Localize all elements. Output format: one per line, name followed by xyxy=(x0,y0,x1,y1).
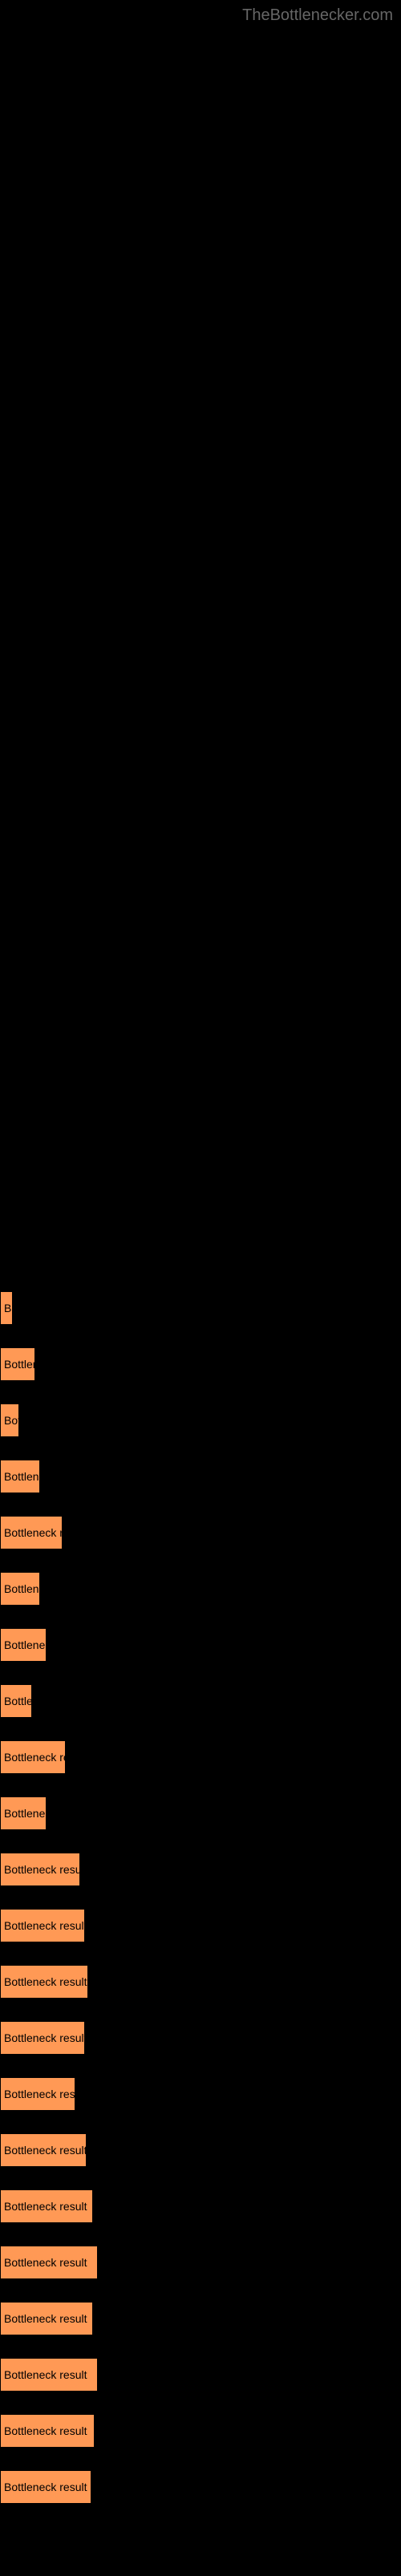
bar-label: Bottlen xyxy=(4,1358,35,1371)
bar: Bottlene xyxy=(0,1460,40,1493)
bar-row: Bottleneck result xyxy=(0,2021,85,2055)
bar-label: Bottleneck result xyxy=(4,2256,87,2269)
bar-row: Bottleneck result xyxy=(0,2189,93,2223)
bar-label: Bottleneck result xyxy=(4,2424,87,2437)
watermark-text: TheBottlenecker.com xyxy=(242,6,393,25)
bar: Bottleneck result xyxy=(0,1909,85,1942)
bar-row: Bottleneck result xyxy=(0,2246,98,2279)
bar: Bottleneck result xyxy=(0,2358,98,2392)
bar: Bottlenec xyxy=(0,1796,47,1830)
bar-label: Bottleneck result xyxy=(4,2144,87,2157)
bar: Bottleneck result xyxy=(0,2133,87,2167)
bar: Bottlenec xyxy=(0,1628,47,1662)
bar-row: Bottleneck resul xyxy=(0,1853,80,1886)
bar-row: Bottleneck result xyxy=(0,2414,95,2448)
bar: Bottleneck result xyxy=(0,1965,88,1999)
bar-row: Bottleneck result xyxy=(0,2358,98,2392)
bar-row: Bottlenec xyxy=(0,1628,47,1662)
bar-label: Bottleneck result xyxy=(4,2312,87,2325)
bar-label: Bottle xyxy=(4,1695,32,1707)
bar: Bottleneck resul xyxy=(0,1853,80,1886)
bar-row: Bottleneck result xyxy=(0,1965,88,1999)
bar-label: Bottlene xyxy=(4,1470,40,1483)
bar: Bottleneck r xyxy=(0,1516,63,1549)
bar-row: Bottleneck resu xyxy=(0,2077,75,2111)
bar-label: Bottleneck resul xyxy=(4,1863,80,1876)
bar-row: Bottlenec xyxy=(0,1796,47,1830)
bar-label: Bot xyxy=(4,1414,19,1427)
bar: Bottleneck result xyxy=(0,2302,93,2335)
bar: Bottleneck re xyxy=(0,1740,66,1774)
bar-label: Bottlenec xyxy=(4,1807,47,1820)
bar-row: Bottleneck result xyxy=(0,2470,91,2504)
bar: Bottleneck result xyxy=(0,2470,91,2504)
bar-row: Bottleneck result xyxy=(0,2133,87,2167)
bar: Bottleneck result xyxy=(0,2246,98,2279)
bar-row: Bottleneck result xyxy=(0,2302,93,2335)
bar-row: Bottle xyxy=(0,1684,32,1718)
bar-label: B xyxy=(4,1302,11,1314)
bar-row: Bottlene xyxy=(0,1460,40,1493)
bar-label: Bottlenec xyxy=(4,1638,47,1651)
bar-label: Bottleneck result xyxy=(4,2481,87,2493)
bar: Bottle xyxy=(0,1684,32,1718)
bar: Bot xyxy=(0,1403,19,1437)
bar: Bottleneck resu xyxy=(0,2077,75,2111)
bar-label: Bottleneck result xyxy=(4,1975,87,1988)
bar-row: Bottleneck r xyxy=(0,1516,63,1549)
bar-label: Bottleneck result xyxy=(4,2031,85,2044)
bar-row: B xyxy=(0,1291,13,1325)
bar-label: Bottleneck result xyxy=(4,2368,87,2381)
bar-label: Bottleneck r xyxy=(4,1526,63,1539)
bar: Bottlene xyxy=(0,1572,40,1606)
bar: Bottlen xyxy=(0,1347,35,1381)
bar-row: Bot xyxy=(0,1403,19,1437)
bar-row: Bottlen xyxy=(0,1347,35,1381)
bar-label: Bottlene xyxy=(4,1582,40,1595)
bar: Bottleneck result xyxy=(0,2414,95,2448)
bar-row: Bottlene xyxy=(0,1572,40,1606)
bar-row: Bottleneck result xyxy=(0,1909,85,1942)
bar-label: Bottleneck result xyxy=(4,2200,87,2213)
bar: Bottleneck result xyxy=(0,2021,85,2055)
bar: Bottleneck result xyxy=(0,2189,93,2223)
bar-row: Bottleneck re xyxy=(0,1740,66,1774)
bar-chart: B Bottlen Bot Bottlene Bottleneck r Bottlene B… xyxy=(0,1291,401,2560)
bar-label: Bottleneck result xyxy=(4,1919,85,1932)
bar: B xyxy=(0,1291,13,1325)
bar-label: Bottleneck re xyxy=(4,1751,66,1764)
bar-label: Bottleneck resu xyxy=(4,2088,75,2100)
